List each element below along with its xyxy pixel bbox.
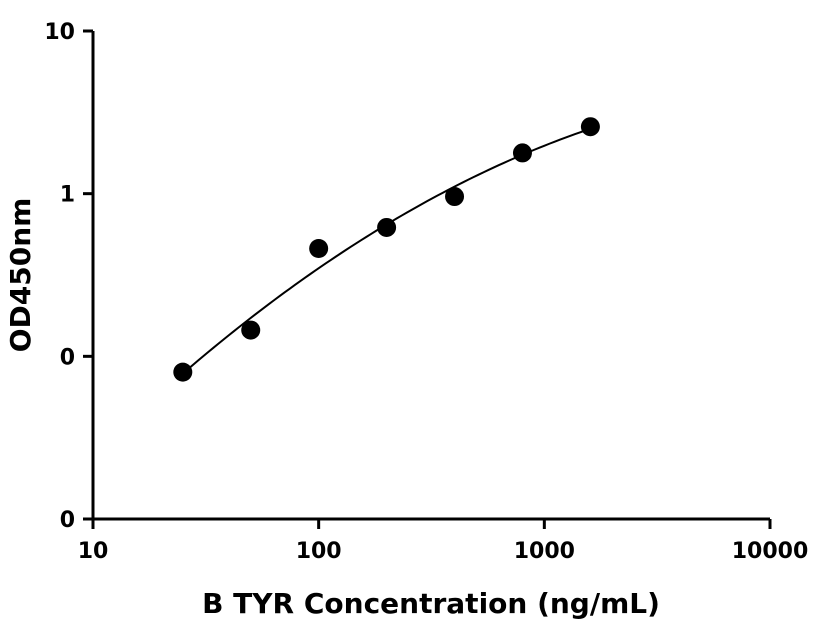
x-tick-label: 10000: [732, 539, 809, 564]
fit-curve: [182, 127, 591, 375]
data-point: [580, 117, 600, 137]
x-tick-label: 10: [78, 539, 109, 564]
y-tick-label: 10: [44, 20, 75, 45]
data-points-layer: [173, 117, 600, 382]
x-ticks: 10 100 1000 10000: [78, 519, 809, 564]
x-axis-title: B TYR Concentration (ng/mL): [202, 587, 660, 620]
y-tick-label: 0: [60, 345, 75, 370]
data-point: [241, 320, 261, 340]
y-tick-label: 0: [60, 508, 75, 533]
x-tick-label: 100: [296, 539, 342, 564]
data-point: [377, 217, 397, 237]
x-tick-label: 1000: [514, 539, 575, 564]
data-point: [173, 362, 193, 382]
data-point: [445, 187, 465, 207]
data-point: [512, 143, 532, 163]
fit-curve-layer: [182, 127, 591, 375]
y-ticks: 0 0 1 10: [44, 20, 93, 533]
axes: [91, 31, 770, 521]
data-point: [309, 239, 329, 259]
y-axis-title: OD450nm: [4, 198, 37, 353]
y-tick-label: 1: [60, 183, 75, 208]
